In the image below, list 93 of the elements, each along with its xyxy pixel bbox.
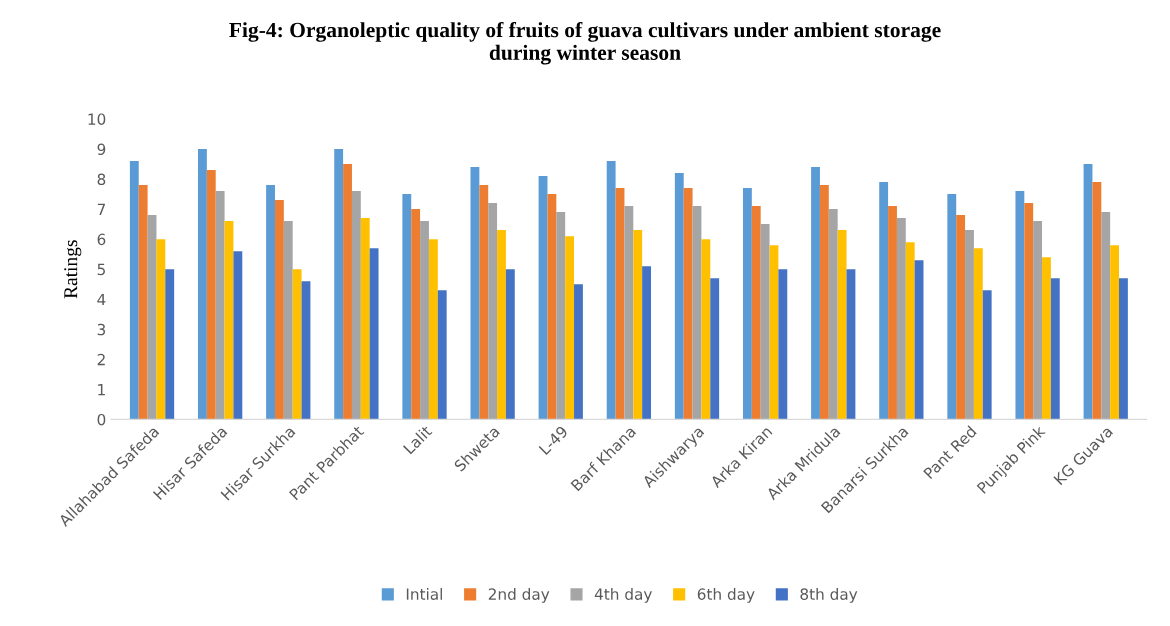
bar xyxy=(751,206,761,420)
y-tick-label: 4 xyxy=(97,293,106,306)
bar xyxy=(198,148,207,420)
bar xyxy=(420,221,429,420)
y-tick-label: 5 xyxy=(97,263,105,276)
bar xyxy=(674,173,684,420)
bar xyxy=(982,290,992,420)
bar xyxy=(819,185,829,420)
bar xyxy=(973,248,983,420)
bar xyxy=(165,269,175,420)
y-tick-label: 2 xyxy=(97,353,105,366)
bar xyxy=(497,230,506,420)
bar xyxy=(905,242,915,420)
bar xyxy=(1033,221,1043,420)
bar xyxy=(1083,164,1093,420)
bar xyxy=(914,260,924,420)
bar xyxy=(965,230,974,420)
bar xyxy=(778,269,788,420)
bar xyxy=(615,188,625,420)
bar xyxy=(565,236,575,420)
y-tick-label: 7 xyxy=(97,203,105,215)
y-tick-label: 1 xyxy=(98,384,105,396)
bar xyxy=(1042,257,1051,420)
y-tick-label: 10 xyxy=(88,113,106,125)
bar xyxy=(206,170,216,420)
bar xyxy=(692,206,702,420)
bar xyxy=(129,161,139,420)
bar xyxy=(811,167,820,420)
legend-label: 6th day xyxy=(697,588,755,603)
bar xyxy=(642,266,652,420)
bar xyxy=(879,182,889,420)
bar xyxy=(215,191,225,420)
bar xyxy=(828,209,838,420)
y-tick-label: 8 xyxy=(97,173,106,186)
legend-label: Intial xyxy=(406,588,442,600)
bar xyxy=(1101,212,1111,420)
bar xyxy=(837,230,847,420)
bar xyxy=(846,269,856,420)
bar xyxy=(301,281,311,420)
bar xyxy=(769,245,779,420)
bar xyxy=(1050,278,1060,420)
bar xyxy=(956,215,966,420)
bar xyxy=(360,218,370,420)
bar xyxy=(1024,203,1034,420)
bar xyxy=(488,203,498,420)
bar xyxy=(147,215,157,420)
y-tick-label: 9 xyxy=(97,143,106,156)
bar xyxy=(343,164,352,420)
y-tick-label: 0 xyxy=(97,413,106,426)
bar xyxy=(547,194,557,420)
bar xyxy=(470,167,480,420)
legend-label: 2nd day xyxy=(488,588,550,603)
bar xyxy=(1119,278,1128,420)
bar xyxy=(233,251,243,420)
y-tick-label: 3 xyxy=(97,323,106,336)
bar xyxy=(742,188,752,420)
bar xyxy=(710,278,720,420)
bar xyxy=(274,200,284,420)
bar xyxy=(505,269,515,420)
bar xyxy=(556,212,566,420)
bar xyxy=(947,194,957,420)
bar xyxy=(283,221,293,420)
bar xyxy=(1110,245,1120,420)
bar xyxy=(292,269,302,420)
bar xyxy=(402,194,412,420)
bar xyxy=(1092,182,1102,420)
chart-title: Fig-4: Organoleptic quality of fruits of guava cultivars under ambient storage during winter season xyxy=(229,21,941,65)
legend-label: 4th day xyxy=(594,588,652,603)
bar xyxy=(266,185,275,420)
bar xyxy=(138,185,148,420)
bar xyxy=(760,224,770,420)
legend-label: 8th day xyxy=(800,588,858,603)
bar xyxy=(479,185,489,420)
bar xyxy=(888,206,897,420)
bar xyxy=(411,209,421,420)
bar xyxy=(624,206,634,420)
bar xyxy=(428,239,438,420)
bar xyxy=(538,176,548,420)
bar xyxy=(683,188,693,420)
bar xyxy=(1015,191,1025,420)
bar xyxy=(156,239,166,420)
bar xyxy=(606,161,616,420)
bar xyxy=(369,248,379,420)
bar xyxy=(224,221,234,420)
bar xyxy=(574,284,583,420)
bar xyxy=(351,191,361,420)
bar xyxy=(701,239,711,420)
bar xyxy=(896,218,906,420)
bar xyxy=(633,230,643,420)
y-tick-label: 6 xyxy=(97,233,106,246)
bar xyxy=(437,290,447,420)
bar xyxy=(334,148,344,420)
y-axis-title: Ratings xyxy=(64,240,82,299)
